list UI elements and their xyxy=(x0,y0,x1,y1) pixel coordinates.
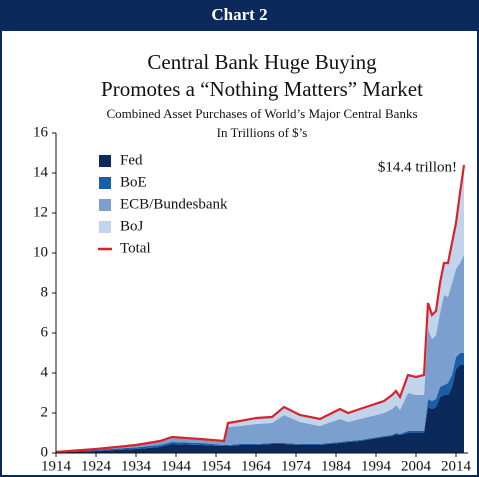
x-tick-label: 1994 xyxy=(361,458,392,474)
y-tick-label: 12 xyxy=(33,204,48,220)
chart-title: Promotes a “Nothing Matters” Market xyxy=(101,77,423,101)
legend-label: BoE xyxy=(120,174,147,190)
x-tick-label: 2014 xyxy=(441,458,472,474)
y-tick-label: 0 xyxy=(41,444,49,460)
x-tick-label: 1934 xyxy=(121,458,152,474)
area xyxy=(56,365,464,453)
legend-swatch xyxy=(99,199,111,211)
x-tick-label: 1924 xyxy=(81,458,112,474)
header: Chart 2 xyxy=(211,5,267,24)
legend-label: Fed xyxy=(120,152,143,168)
legend-swatch xyxy=(99,155,111,167)
annotation: $14.4 trillon! xyxy=(378,159,457,175)
y-tick-label: 6 xyxy=(41,324,49,340)
x-tick-label: 1944 xyxy=(161,458,192,474)
y-tick-label: 4 xyxy=(41,364,49,380)
x-tick-label: 1914 xyxy=(41,458,72,474)
legend-swatch xyxy=(99,221,111,233)
legend-label: BoJ xyxy=(120,218,144,234)
x-tick-label: 1984 xyxy=(321,458,352,474)
legend-swatch xyxy=(99,177,111,189)
x-tick-label: 1954 xyxy=(201,458,232,474)
x-tick-label: 2004 xyxy=(401,458,432,474)
y-tick-label: 10 xyxy=(33,244,48,260)
y-tick-label: 16 xyxy=(33,124,49,140)
y-tick-label: 14 xyxy=(33,164,49,180)
x-tick-label: 1964 xyxy=(241,458,272,474)
subtitle: Combined Asset Purchases of World’s Majo… xyxy=(106,106,417,121)
y-tick-label: 8 xyxy=(41,284,49,300)
legend-label: ECB/Bundesbank xyxy=(120,196,228,212)
header-bar xyxy=(0,0,479,31)
subtitle: In Trillions of $’s xyxy=(217,125,308,140)
x-tick-label: 1974 xyxy=(281,458,312,474)
y-tick-label: 2 xyxy=(41,404,49,420)
line xyxy=(55,164,466,454)
legend-label: Total xyxy=(120,240,151,256)
chart-title: Central Bank Huge Buying xyxy=(147,50,377,74)
